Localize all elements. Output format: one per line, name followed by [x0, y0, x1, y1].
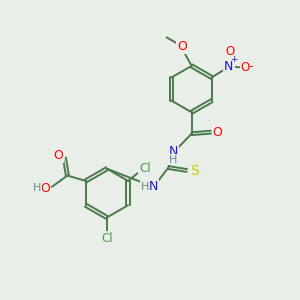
- Text: O: O: [53, 149, 63, 162]
- Text: N: N: [149, 180, 158, 194]
- Text: O: O: [40, 182, 50, 195]
- Text: H: H: [169, 155, 177, 165]
- Text: O: O: [225, 45, 234, 58]
- Text: O: O: [177, 40, 187, 53]
- Text: O: O: [241, 61, 250, 74]
- Text: Cl: Cl: [101, 232, 113, 245]
- Text: -: -: [248, 60, 253, 73]
- Text: S: S: [190, 164, 199, 178]
- Text: N: N: [169, 145, 178, 158]
- Text: H: H: [33, 183, 41, 193]
- Text: Cl: Cl: [139, 162, 151, 175]
- Text: +: +: [230, 55, 238, 64]
- Text: H: H: [140, 182, 149, 192]
- Text: O: O: [212, 126, 222, 139]
- Text: N: N: [224, 60, 234, 73]
